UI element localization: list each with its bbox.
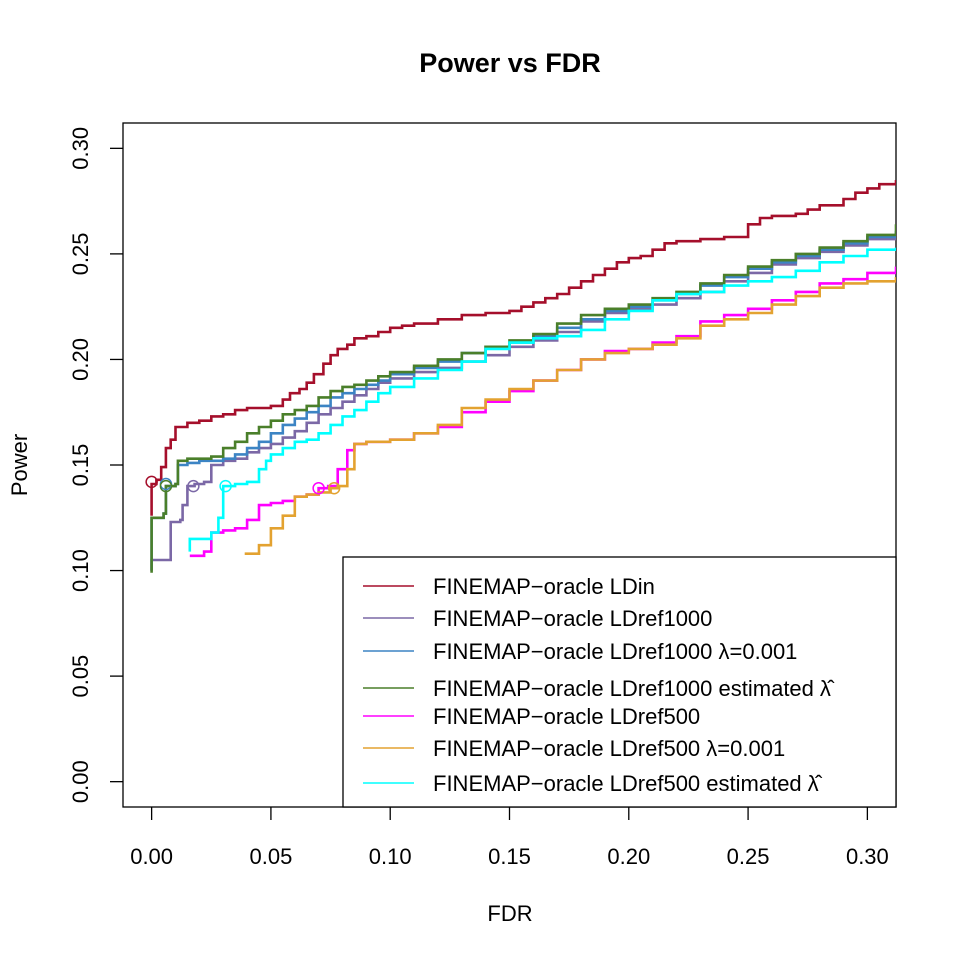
x-tick-label: 0.25 [727,844,770,869]
series-marker-1 [145,475,158,489]
x-tick-label: 0.15 [488,844,531,869]
series-line-6 [244,277,896,555]
legend-label: FINEMAP−oracle LDref500 [433,704,700,729]
y-tick-label: 0.00 [68,760,93,803]
y-tick-label: 0.25 [68,232,93,275]
y-tick-label: 0.30 [68,127,93,170]
x-tick-label: 0.30 [846,844,889,869]
legend: FINEMAP−oracle LDin FINEMAP−oracle LDref1… [342,556,897,808]
legend-label: FINEMAP−oracle LDref500 estimated [433,771,802,796]
x-tick-label: 0.20 [607,844,650,869]
series-marker-4 [159,479,173,493]
series-line-4 [150,224,896,573]
x-axis-label: FDR [487,901,532,926]
x-tick-label: 0.00 [130,844,173,869]
legend-label: FINEMAP−oracle LDref1000 λ=0.001 [433,639,797,664]
y-axis: 0.00 0.05 0.10 0.15 0.20 0.25 0.30 [68,127,123,803]
series-marker-6 [327,481,341,495]
legend-label: FINEMAP−oracle LDin [433,574,655,599]
legend-box [342,556,897,808]
x-tick-label: 0.05 [250,844,293,869]
legend-label: FINEMAP−oracle LDref1000 estimated [433,676,814,701]
chart-title: Power vs FDR [419,48,601,78]
y-tick-label: 0.20 [68,338,93,381]
series-line-1 [150,180,896,516]
y-axis-label: Power [7,434,32,496]
y-tick-label: 0.10 [68,549,93,592]
series-marker-5 [312,481,325,495]
series-layer [145,180,896,573]
series-marker-7 [219,479,232,493]
series-marker-2 [187,479,200,493]
x-tick-label: 0.10 [369,844,412,869]
y-tick-label: 0.05 [68,655,93,698]
legend-label: FINEMAP−oracle LDref1000 [433,606,712,631]
series-line-7 [188,247,896,552]
legend-label: FINEMAP−oracle LDref500 λ=0.001 [433,736,785,761]
x-axis: 0.00 0.05 0.10 0.15 0.20 0.25 0.30 [130,807,889,869]
y-tick-label: 0.15 [68,444,93,487]
